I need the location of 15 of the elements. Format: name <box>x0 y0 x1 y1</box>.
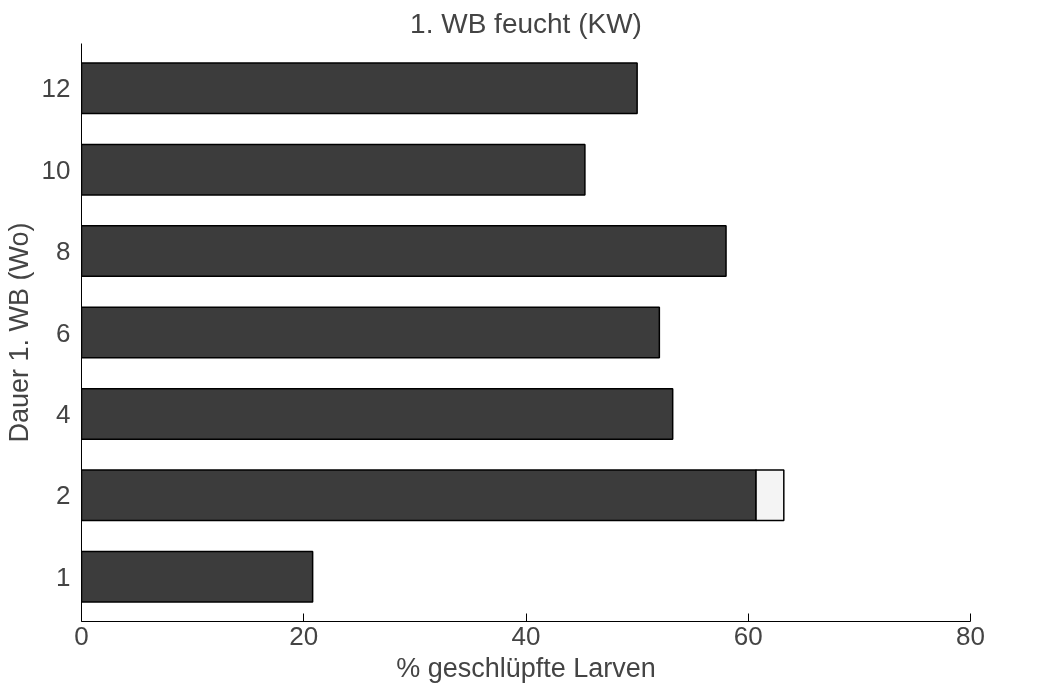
y-tick-label: 6 <box>56 317 71 348</box>
y-axis-title: Dauer 1. WB (Wo) <box>3 222 34 443</box>
x-tick-label: 60 <box>733 620 763 651</box>
x-axis-title: % geschlüpfte Larven <box>396 652 656 683</box>
y-tick-label: 12 <box>41 73 71 104</box>
y-tick-label: 10 <box>41 154 71 185</box>
y-tick-label: 4 <box>56 398 71 429</box>
chart-title: 1. WB feucht (KW) <box>410 7 642 39</box>
x-tick-label: 0 <box>74 620 89 651</box>
y-tick-label: 8 <box>56 236 71 267</box>
x-tick-label: 20 <box>289 620 319 651</box>
y-tick-label: 1 <box>56 561 71 592</box>
y-tick-label: 2 <box>56 480 71 511</box>
x-tick-label: 80 <box>956 620 985 651</box>
x-tick-label: 40 <box>511 620 541 651</box>
